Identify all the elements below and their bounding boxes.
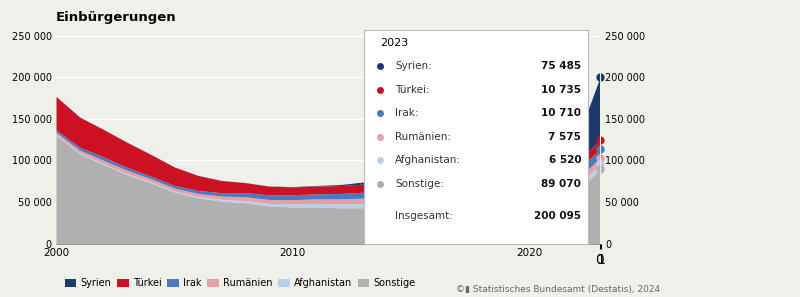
- Text: ©▮ Statistisches Bundesamt (Destatis), 2024: ©▮ Statistisches Bundesamt (Destatis), 2…: [456, 285, 660, 294]
- Text: Insgesamt:: Insgesamt:: [395, 211, 454, 221]
- Text: 10 735: 10 735: [542, 85, 582, 94]
- Text: 2023: 2023: [380, 38, 408, 48]
- Text: 6 520: 6 520: [549, 155, 582, 165]
- Text: 89 070: 89 070: [542, 179, 582, 189]
- Legend: Syrien, Türkei, Irak, Rumänien, Afghanistan, Sonstige: Syrien, Türkei, Irak, Rumänien, Afghanis…: [61, 274, 419, 292]
- Text: Afghanistan:: Afghanistan:: [395, 155, 462, 165]
- Text: Sonstige:: Sonstige:: [395, 179, 444, 189]
- Text: Einbürgerungen: Einbürgerungen: [56, 11, 177, 24]
- Text: 200 095: 200 095: [534, 211, 582, 221]
- Text: 10 710: 10 710: [542, 108, 582, 118]
- Text: Rumänien:: Rumänien:: [395, 132, 451, 142]
- Text: 7 575: 7 575: [549, 132, 582, 142]
- Text: 75 485: 75 485: [541, 61, 582, 71]
- Text: Türkei:: Türkei:: [395, 85, 430, 94]
- Text: Irak:: Irak:: [395, 108, 419, 118]
- Text: Syrien:: Syrien:: [395, 61, 432, 71]
